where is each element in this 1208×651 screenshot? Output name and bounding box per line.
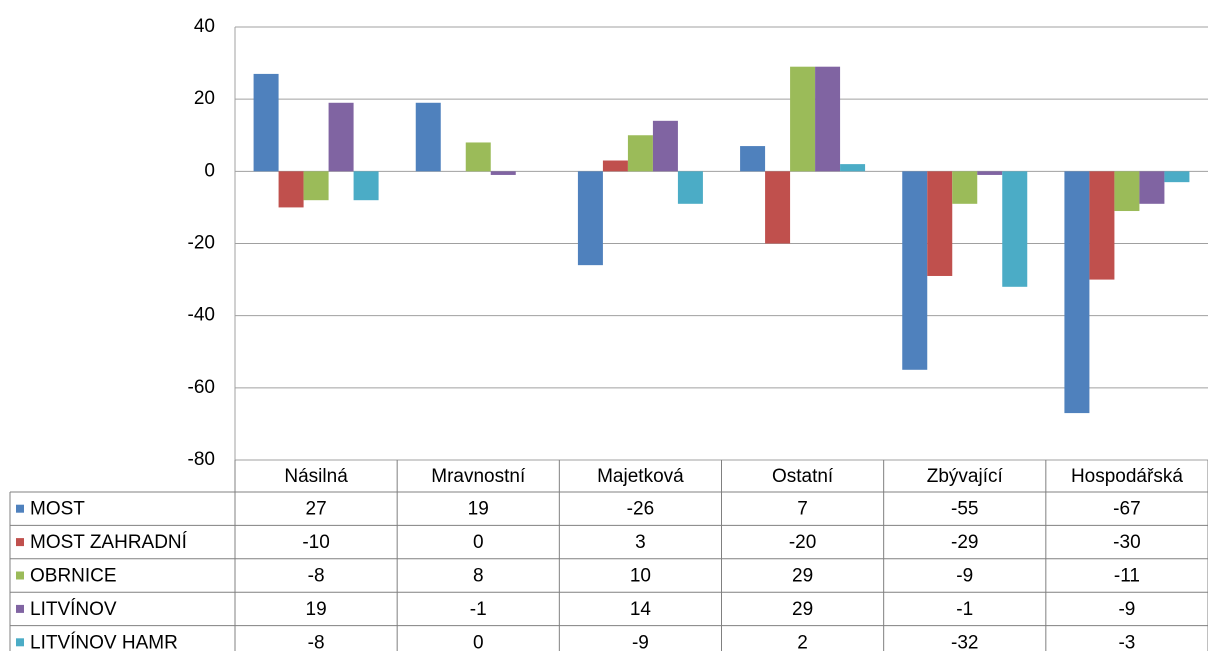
table-value: -55 xyxy=(951,499,978,520)
table-value: -1 xyxy=(470,599,487,620)
table-value: -26 xyxy=(627,499,654,520)
bar xyxy=(253,73,279,172)
table-value: 0 xyxy=(473,532,484,553)
bar xyxy=(1089,171,1115,280)
table-value: -8 xyxy=(308,632,325,651)
table-value: 10 xyxy=(630,566,651,587)
x-tick-label: Mravnostní xyxy=(431,466,526,487)
table-value: 2 xyxy=(797,632,808,651)
table-value: 29 xyxy=(792,599,813,620)
bar xyxy=(927,171,953,276)
y-tick-label: 0 xyxy=(204,160,215,181)
table-value: -9 xyxy=(1118,599,1135,620)
legend-swatch xyxy=(16,504,24,513)
bar xyxy=(1002,171,1028,287)
legend-swatch xyxy=(16,538,24,547)
y-tick-label: 40 xyxy=(194,16,215,37)
table-value: -29 xyxy=(951,532,978,553)
legend-swatch xyxy=(16,604,24,613)
table-value: -20 xyxy=(789,532,816,553)
x-tick-label: Zbývající xyxy=(927,466,1004,487)
bar xyxy=(677,171,703,204)
table-value: 14 xyxy=(630,599,652,620)
legend-swatch xyxy=(16,571,24,580)
legend-label: OBRNICE xyxy=(30,566,117,587)
bar xyxy=(465,142,491,172)
table-value: -9 xyxy=(632,632,649,651)
bar xyxy=(652,120,678,172)
x-tick-label: Násilná xyxy=(284,466,348,487)
table-value: 7 xyxy=(797,499,808,520)
bar xyxy=(303,171,329,201)
x-tick-label: Ostatní xyxy=(772,466,834,487)
bar xyxy=(353,171,379,201)
bar xyxy=(840,164,866,172)
table-value: 3 xyxy=(635,532,646,553)
table-value: 19 xyxy=(306,599,327,620)
table-value: 29 xyxy=(792,566,813,587)
bar xyxy=(490,171,516,175)
bar xyxy=(577,171,603,266)
table-value: -67 xyxy=(1113,499,1140,520)
table-value: -10 xyxy=(302,532,329,553)
bar xyxy=(977,171,1003,175)
y-tick-label: 20 xyxy=(194,88,215,109)
legend-label: LITVÍNOV xyxy=(30,599,117,620)
bar xyxy=(765,171,791,244)
legend-swatch xyxy=(16,638,24,647)
table-value: -1 xyxy=(956,599,973,620)
table-value: -30 xyxy=(1113,532,1140,553)
table-value: 8 xyxy=(473,566,484,587)
y-tick-label: -60 xyxy=(188,377,215,398)
table-value: -32 xyxy=(951,632,978,651)
bar xyxy=(1114,171,1140,212)
bar xyxy=(278,171,304,208)
table-value: -8 xyxy=(308,566,325,587)
bar xyxy=(1164,171,1190,183)
table-value: -9 xyxy=(956,566,973,587)
y-tick-label: -20 xyxy=(188,233,215,254)
bar xyxy=(1139,171,1165,204)
x-tick-label: Majetková xyxy=(597,466,684,487)
table-value: 27 xyxy=(306,499,327,520)
bar xyxy=(740,146,766,172)
bar xyxy=(790,66,816,172)
bar xyxy=(902,171,928,370)
bar xyxy=(627,135,653,172)
bar xyxy=(952,171,978,204)
table-value: 19 xyxy=(468,499,489,520)
y-tick-label: -80 xyxy=(188,449,215,470)
y-tick-label: -40 xyxy=(188,305,215,326)
bar xyxy=(1064,171,1090,414)
bar xyxy=(815,66,841,172)
bar xyxy=(415,102,441,172)
legend-label: MOST xyxy=(30,499,85,520)
table-value: -11 xyxy=(1114,566,1140,587)
bar xyxy=(328,102,354,172)
legend-label: MOST ZAHRADNÍ xyxy=(30,532,188,553)
table-value: 0 xyxy=(473,632,484,651)
table-value: -3 xyxy=(1118,632,1135,651)
x-tick-label: Hospodářská xyxy=(1071,466,1183,487)
bar xyxy=(602,160,628,172)
legend-label: LITVÍNOV HAMR xyxy=(30,632,178,651)
